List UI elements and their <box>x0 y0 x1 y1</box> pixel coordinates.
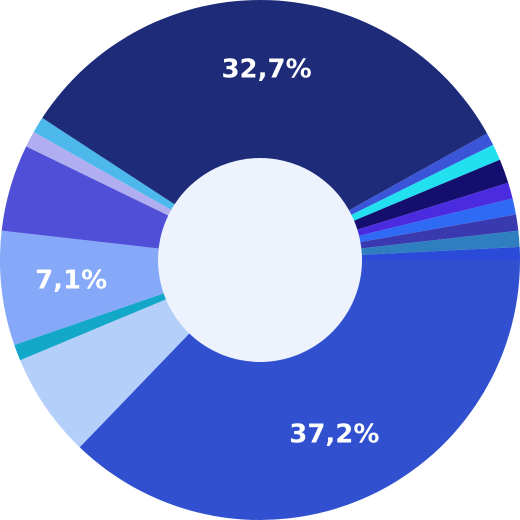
donut-slice <box>42 0 488 260</box>
value-label: 32,7% <box>221 55 311 85</box>
donut-slice <box>79 260 520 520</box>
value-label: 37,2% <box>289 419 379 449</box>
value-label: 7,1% <box>35 265 107 295</box>
donut-hole <box>158 158 362 362</box>
